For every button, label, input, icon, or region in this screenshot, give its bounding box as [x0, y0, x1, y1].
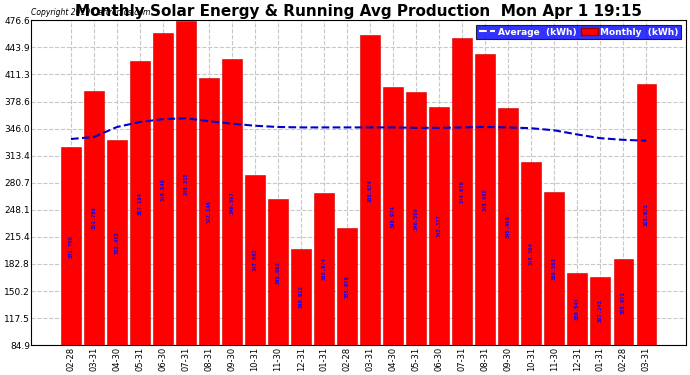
Bar [406, 92, 426, 345]
Text: 345.488: 345.488 [483, 188, 488, 211]
Text: 345.315: 345.315 [184, 172, 188, 195]
Bar [337, 228, 357, 345]
Text: 331.700: 331.700 [68, 235, 73, 258]
Bar [360, 35, 380, 345]
Text: 330.545: 330.545 [575, 297, 580, 320]
Text: 327.341: 327.341 [598, 300, 603, 322]
Text: 349.597: 349.597 [230, 191, 235, 214]
Bar [130, 61, 150, 345]
Text: 340.922: 340.922 [299, 286, 304, 309]
Text: 338.874: 338.874 [322, 258, 326, 280]
Bar [245, 174, 265, 345]
Bar [107, 140, 127, 345]
Text: 340.974: 340.974 [391, 205, 395, 228]
Bar [315, 193, 334, 345]
Text: 345.092: 345.092 [275, 261, 281, 284]
Legend: Average  (kWh), Monthly  (kWh): Average (kWh), Monthly (kWh) [477, 25, 681, 39]
Bar [453, 38, 472, 345]
Bar [84, 91, 103, 345]
Text: 344.678: 344.678 [460, 180, 464, 203]
Text: 345.490: 345.490 [506, 215, 511, 238]
Text: 347.662: 347.662 [253, 249, 257, 271]
Bar [268, 199, 288, 345]
Text: Copyright 2019 Cartronics.com: Copyright 2019 Cartronics.com [32, 8, 151, 17]
Text: 340.569: 340.569 [414, 207, 419, 230]
Text: 357.184: 357.184 [137, 192, 143, 214]
Text: 340.940: 340.940 [161, 178, 166, 201]
Bar [222, 59, 242, 345]
Bar [176, 21, 196, 345]
Bar [199, 78, 219, 345]
Bar [591, 277, 610, 345]
Bar [544, 192, 564, 345]
Text: 338.634: 338.634 [368, 179, 373, 202]
Text: 339.503: 339.503 [552, 257, 557, 280]
Bar [429, 107, 449, 345]
Text: 328.671: 328.671 [644, 203, 649, 226]
Bar [567, 273, 587, 345]
Text: 328.671: 328.671 [621, 291, 626, 314]
Bar [153, 33, 172, 345]
Text: 331.768: 331.768 [92, 207, 97, 229]
Text: 345.304: 345.304 [529, 242, 534, 265]
Text: 332.482: 332.482 [115, 231, 119, 254]
Text: 342.327: 342.327 [437, 214, 442, 237]
Title: Monthly Solar Energy & Running Avg Production  Mon Apr 1 19:15: Monthly Solar Energy & Running Avg Produ… [75, 4, 642, 19]
Bar [613, 259, 633, 345]
Bar [637, 84, 656, 345]
Bar [384, 87, 403, 345]
Bar [291, 249, 311, 345]
Bar [522, 162, 541, 345]
Bar [61, 147, 81, 345]
Text: 347.146: 347.146 [206, 200, 212, 223]
Bar [498, 108, 518, 345]
Bar [475, 54, 495, 345]
Text: 335.678: 335.678 [344, 275, 350, 298]
